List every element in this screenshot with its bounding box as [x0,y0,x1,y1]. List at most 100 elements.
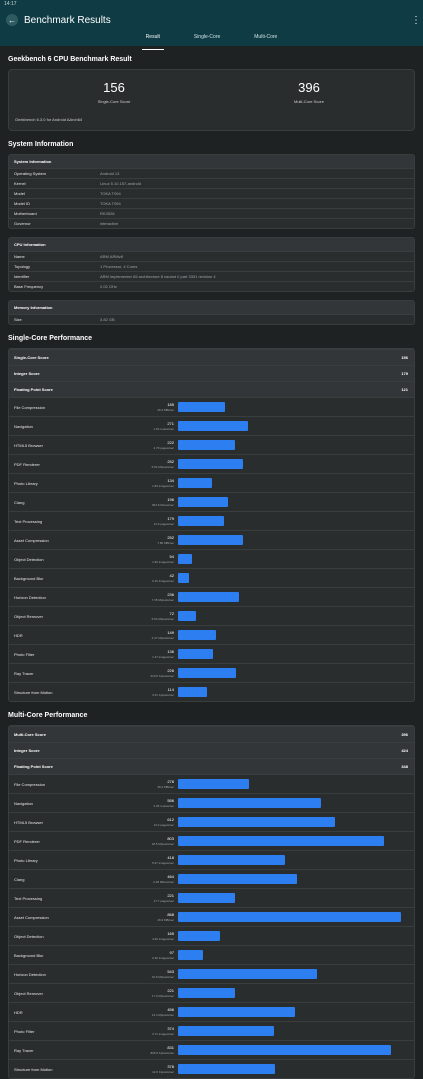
benchmark-values: 831 805.6 Kpixels/sec [94,1045,178,1055]
benchmark-score: 271 [167,421,174,426]
back-button[interactable]: ← [6,14,18,26]
benchmark-name: Structure from Motion [14,1066,53,1072]
summary-label: Floating Point Score [14,387,53,392]
info-row: Model TOKA T094 [9,188,414,198]
benchmark-bar [178,1045,392,1055]
benchmark-score: 222 [167,440,174,445]
benchmark-values: 556 3.35 routes/sec [94,798,178,808]
benchmark-name: Asset Compression [14,914,49,920]
benchmark-bar [178,554,192,564]
benchmark-name: Object Detection [14,933,44,939]
benchmark-bar [178,1026,274,1036]
tab-bar: Result Single-Core Multi-Core [0,32,423,50]
info-row: Motherboard RK3528 [9,208,414,218]
info-key: Operating System [14,171,47,176]
benchmark-bar-track [178,1007,409,1017]
benchmark-throughput: 7.35 Mpixels/sec [151,598,174,602]
benchmark-row: HTML5 Browser 222 4.79 pages/sec [9,435,414,454]
benchmark-name: Structure from Motion [14,689,53,695]
benchmark-bar [178,611,197,621]
benchmark-throughput: 17.0 Mpixels/sec [151,994,174,998]
benchmark-bar-track [178,440,409,450]
info-value: interactive [100,221,119,226]
benchmark-name: Ray Tracer [14,1047,34,1053]
info-key: Motherboard [14,211,37,216]
benchmark-score: 374 [167,1026,174,1031]
benchmark-score: 378 [167,1064,174,1069]
benchmark-throughput: 5.82 Mpixels/sec [151,465,174,469]
more-vert-icon[interactable]: ⋮ [411,14,421,26]
benchmark-throughput: 964.6 Klines/sec [151,503,174,507]
benchmark-bar [178,836,385,846]
benchmark-values: 226 219.6 Kpixels/sec [94,668,178,678]
benchmark-bar [178,798,321,808]
summary-value: 424 [401,748,408,753]
benchmark-score: 236 [167,592,174,597]
benchmark-score: 252 [167,459,174,464]
system-section-title: System Information [8,141,74,148]
benchmark-bar [178,421,248,431]
benchmark-throughput: 1.83 images/sec [152,484,174,488]
benchmark-throughput: 3.61 Kpixels/sec [152,693,174,697]
benchmark-values: 543 16.9 Mpixels/sec [94,969,178,979]
benchmark-throughput: 219.6 Kpixels/sec [150,674,174,678]
arrow-left-icon: ← [8,15,16,25]
benchmark-row: File Compression 185 26.3 MB/sec [9,397,414,416]
tab-multi-core[interactable]: Multi-Core [254,34,278,40]
benchmark-name: Horizon Detection [14,971,46,977]
benchmark-bar [178,497,229,507]
benchmark-score: 221 [167,893,174,898]
benchmark-bar [178,440,235,450]
info-row: Size 3.82 GB [9,314,414,324]
benchmark-bar [178,912,401,922]
tab-result[interactable]: Result [141,32,165,50]
benchmark-score: 114 [167,687,174,692]
version-text: Geekbench 6.3.0 for Android AArch64 [15,117,83,122]
benchmark-throughput: 4.37 Mpixels/sec [151,636,174,640]
benchmark-row: Structure from Motion 114 3.61 Kpixels/sec [9,682,414,701]
benchmark-bar [178,1064,276,1074]
info-value: TOKA T094 [100,201,121,206]
benchmark-score: 556 [167,798,174,803]
benchmark-name: Background Blur [14,575,44,581]
benchmark-row: Background Blur 42 0.15 images/sec [9,568,414,587]
info-table-header: CPU Information [9,238,414,251]
multi-core-table: Multi-Core Score 396 Integer Score 424 Float… [8,725,415,1079]
benchmark-bar [178,649,213,659]
benchmark-score: 42 [169,573,174,578]
benchmark-bar [178,459,243,469]
benchmark-bar-track [178,592,409,602]
benchmark-score: 165 [167,931,174,936]
benchmark-throughput: 39.4 MB/sec [157,785,174,789]
benchmark-throughput: 5.67 images/sec [152,861,174,865]
info-row: Governor interactive [9,218,414,228]
benchmark-bar [178,988,235,998]
benchmark-bar-track [178,668,409,678]
benchmark-name: HDR [14,632,23,638]
benchmark-row: Object Detection 54 1.60 images/sec [9,549,414,568]
benchmark-row: Background Blur 97 0.36 images/sec [9,945,414,964]
benchmark-row: Object Remover 221 17.0 Mpixels/sec [9,983,414,1002]
benchmark-row: HDR 149 4.37 Mpixels/sec [9,625,414,644]
info-value: 2.02 GHz [100,284,117,289]
benchmark-bar-track [178,1045,409,1055]
benchmark-row: Object Remover 72 5.54 Mpixels/sec [9,606,414,625]
benchmark-score: 136 [167,649,174,654]
benchmark-row: HDR 456 13.4 Mpixels/sec [9,1002,414,1021]
info-row: Kernel Linux 5.10.157-android [9,178,414,188]
info-value: 1 Processor, 4 Cores [100,264,138,269]
benchmark-bar-track [178,630,409,640]
benchmark-score: 179 [167,516,174,521]
benchmark-throughput: 13.4 Mpixels/sec [151,1013,174,1017]
benchmark-throughput: 18.5 Mpixels/sec [151,842,174,846]
benchmark-throughput: 0.15 images/sec [152,579,174,583]
tab-single-core[interactable]: Single-Core [193,34,221,40]
system-groups: System Information Operating System Androi… [8,154,415,325]
benchmark-values: 165 4.93 images/sec [94,931,178,941]
benchmark-values: 42 0.15 images/sec [94,573,178,583]
benchmark-bar-track [178,1064,409,1074]
info-key: Base Frequency [14,284,44,289]
benchmark-throughput: 16.9 Mpixels/sec [151,975,174,979]
info-row: Operating System Android 13 [9,168,414,178]
benchmark-bar [178,516,224,526]
